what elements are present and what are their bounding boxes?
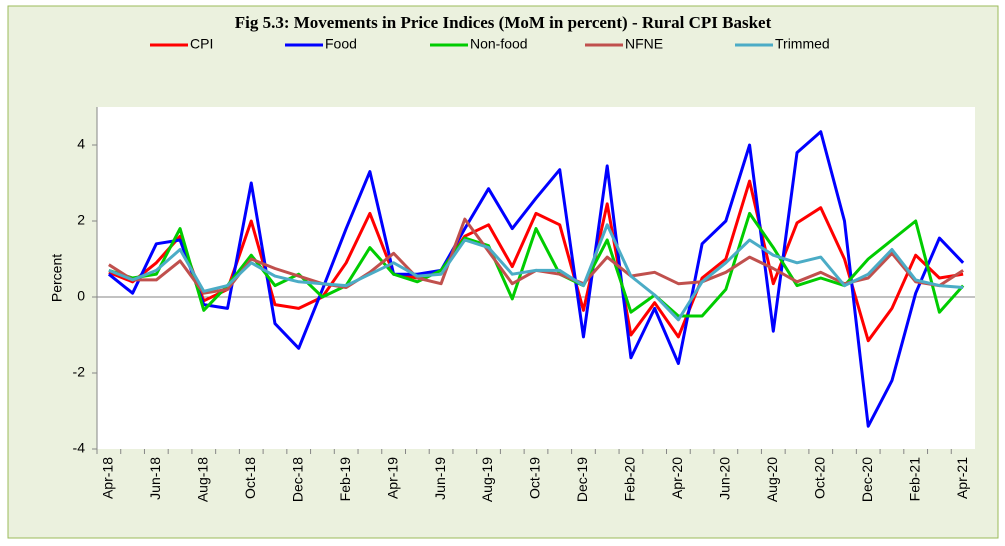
legend-label: Food (325, 36, 357, 52)
series-line (107, 130, 965, 428)
series-line (108, 223, 964, 322)
x-tick-label: Feb-20 (622, 457, 638, 502)
x-tick-label: Apr-20 (669, 457, 685, 499)
x-tick-label: Feb-19 (337, 457, 353, 502)
x-tick-label: Jun-19 (432, 457, 448, 500)
x-tick-label: Jun-18 (147, 457, 163, 500)
chart-title: Fig 5.3: Movements in Price Indices (MoM… (235, 13, 772, 32)
x-tick-label: Oct-19 (527, 457, 543, 499)
x-tick-label: Oct-18 (242, 457, 258, 499)
x-tick-label: Aug-18 (194, 457, 210, 502)
legend-label: Trimmed (775, 36, 830, 52)
x-tick-label: Aug-19 (479, 457, 495, 502)
x-tick-label: Aug-20 (764, 457, 780, 502)
x-tick-label: Apr-21 (954, 457, 970, 499)
y-axis-label: Percent (49, 254, 65, 302)
plot-area (97, 107, 975, 449)
y-tick-label: 2 (77, 212, 85, 228)
x-tick-label: Apr-19 (384, 457, 400, 499)
legend-label: NFNE (625, 36, 663, 52)
y-tick-label: -2 (73, 364, 86, 380)
x-tick-label: Feb-21 (906, 457, 922, 502)
x-tick-label: Dec-19 (574, 457, 590, 502)
x-tick-label: Jun-20 (717, 457, 733, 500)
x-tick-label: Dec-18 (289, 457, 305, 502)
legend-label: CPI (190, 36, 213, 52)
series-line (108, 211, 965, 318)
y-tick-label: 4 (77, 136, 85, 152)
legend-label: Non-food (470, 36, 528, 52)
x-tick-label: Apr-18 (100, 457, 116, 499)
series-line (108, 179, 964, 343)
x-tick-label: Oct-20 (811, 457, 827, 499)
y-tick-label: -4 (73, 440, 86, 456)
y-tick-label: 0 (77, 288, 85, 304)
x-tick-label: Dec-20 (859, 457, 875, 502)
